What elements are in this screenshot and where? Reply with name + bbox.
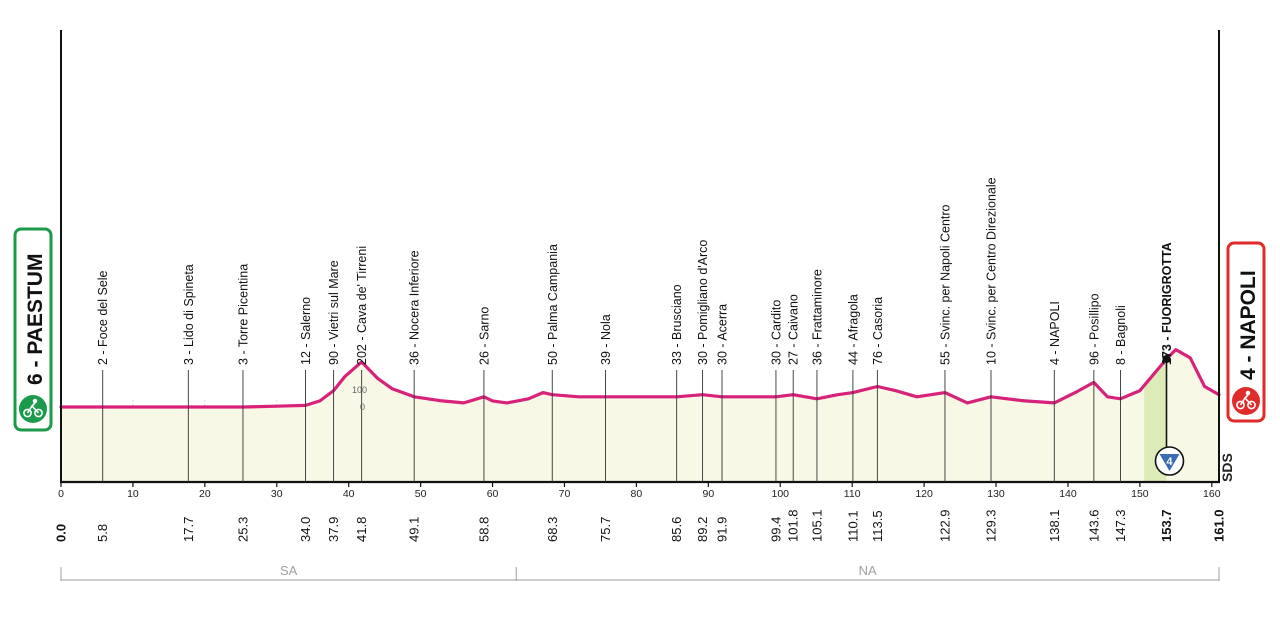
finish-badge-frame bbox=[1226, 241, 1266, 423]
location-label: 27 - Caivano bbox=[787, 294, 801, 365]
km-label: 5.8 bbox=[95, 524, 110, 542]
location-label: 50 - Palma Campania bbox=[546, 244, 560, 365]
x-tick-label: 20 bbox=[199, 488, 211, 500]
km-label: 138.1 bbox=[1047, 509, 1062, 542]
km-labels: 0.0 5.8 17.7 25.3 34.0 37.9 41.8 49.1 58.8 68.3 75… bbox=[54, 509, 1227, 542]
location-label: 55 - Svinc. per Napoli Centro bbox=[938, 204, 952, 365]
x-axis-ticks: 0 10 20 30 40 50 60 70 80 90 100 110 120 130 140 150 160 bbox=[58, 482, 1221, 500]
location-label: 2 - Foce del Sele bbox=[96, 270, 110, 365]
km-label: 105.1 bbox=[809, 509, 824, 542]
kom-summit-dot bbox=[1162, 355, 1171, 364]
km-label: 129.3 bbox=[983, 509, 998, 542]
region-bar: SA NA bbox=[60, 563, 1220, 581]
x-tick-label: 40 bbox=[343, 488, 355, 500]
location-label: 76 - Casoria bbox=[871, 297, 885, 365]
km-label: 147.3 bbox=[1113, 509, 1128, 542]
x-tick-label: 0 bbox=[58, 488, 64, 500]
location-label: 30 - Pomigliano d'Arco bbox=[696, 240, 710, 365]
km-label: 110.1 bbox=[845, 510, 860, 542]
location-label: 26 - Sarno bbox=[477, 307, 491, 365]
cyclist-icon bbox=[23, 398, 43, 418]
x-tick-label: 130 bbox=[987, 488, 1005, 500]
x-tick-label: 30 bbox=[271, 488, 283, 500]
finish-badge-label: 4 - NAPOLI bbox=[1237, 270, 1260, 380]
x-tick-label: 100 bbox=[771, 488, 789, 500]
x-tick-label: 60 bbox=[487, 488, 499, 500]
x-tick-label: 80 bbox=[631, 488, 643, 500]
elevation-fill bbox=[61, 349, 1219, 482]
location-label: 8 - Bagnoli bbox=[1114, 305, 1128, 365]
km-label: 91.9 bbox=[714, 517, 729, 542]
x-tick-label: 160 bbox=[1203, 488, 1221, 500]
finish-cyclist-icon bbox=[1232, 387, 1260, 415]
scale-mark-upper: 100 bbox=[352, 385, 367, 395]
km-label: 25.3 bbox=[235, 517, 250, 542]
location-label: 44 - Afragola bbox=[846, 294, 860, 365]
x-tick-label: 50 bbox=[415, 488, 427, 500]
x-tick-label: 140 bbox=[1059, 488, 1077, 500]
sds-label: SDS bbox=[1219, 453, 1235, 482]
km-label: 85.6 bbox=[669, 517, 684, 542]
km-label: 113.5 bbox=[870, 510, 885, 542]
km-label: 122.9 bbox=[937, 509, 952, 542]
x-tick-label: 110 bbox=[844, 488, 861, 500]
kom-marker: 4 bbox=[1154, 355, 1185, 476]
start-badge-frame bbox=[13, 227, 53, 432]
km-label: 34.0 bbox=[298, 517, 313, 542]
km-label: 143.6 bbox=[1086, 509, 1101, 542]
x-tick-label: 120 bbox=[915, 488, 933, 500]
km-label: 0.0 bbox=[54, 524, 69, 542]
km-label: 101.8 bbox=[786, 509, 801, 542]
location-label: 30 - Acerra bbox=[715, 304, 729, 365]
location-label: 3 - Lido di Spineta bbox=[182, 264, 196, 365]
location-label: 33 - Brusciano bbox=[670, 284, 684, 365]
elevation-line bbox=[59, 348, 1221, 409]
scale-mark-lower: 0 bbox=[360, 402, 365, 412]
start-badge: 6 - PAESTUM bbox=[13, 227, 53, 432]
location-label: 3 - Torre Picentina bbox=[236, 264, 250, 365]
x-tick-label: 150 bbox=[1131, 488, 1149, 500]
location-label: 173 - FUORIGROTTA bbox=[1160, 242, 1174, 365]
kom-category-number: 4 bbox=[1166, 456, 1173, 468]
location-label: 36 - Nocera Inferiore bbox=[408, 250, 422, 365]
km-label: 99.4 bbox=[768, 517, 783, 542]
location-labels: 2 - Foce del Sele 3 - Lido di Spineta 3 - … bbox=[96, 177, 1174, 365]
start-cyclist-icon bbox=[19, 395, 47, 423]
location-label: 96 - Posillipo bbox=[1087, 293, 1101, 365]
location-label: 4 - NAPOLI bbox=[1048, 301, 1062, 365]
km-label: 58.8 bbox=[476, 517, 491, 542]
region-label-sa: SA bbox=[280, 563, 298, 578]
km-label: 17.7 bbox=[181, 517, 196, 542]
km-label: 89.2 bbox=[695, 517, 710, 542]
km-label: 37.9 bbox=[326, 517, 341, 542]
x-tick-label: 10 bbox=[127, 488, 139, 500]
location-label: 36 - Frattaminore bbox=[810, 269, 824, 365]
km-label: 153.7 bbox=[1159, 509, 1174, 542]
location-label: 90 - Vietri sul Mare bbox=[327, 260, 341, 365]
km-label: 68.3 bbox=[545, 517, 560, 542]
kom-triangle bbox=[1159, 454, 1180, 471]
cyclist-icon bbox=[1236, 390, 1256, 410]
location-label: 30 - Cardito bbox=[769, 300, 783, 365]
km-label: 75.7 bbox=[598, 517, 613, 542]
finish-badge: 4 - NAPOLI bbox=[1226, 241, 1266, 423]
location-label: 202 - Cava de' Tirreni bbox=[355, 246, 369, 365]
km-label: 41.8 bbox=[354, 517, 369, 542]
start-badge-label: 6 - PAESTUM bbox=[24, 254, 47, 385]
x-tick-label: 70 bbox=[559, 488, 571, 500]
location-drop-lines bbox=[102, 370, 1121, 482]
location-label: 12 - Salerno bbox=[299, 297, 313, 365]
chart-area bbox=[59, 348, 1221, 482]
region-label-na: NA bbox=[859, 563, 877, 578]
location-label: 39 - Nola bbox=[599, 314, 613, 365]
chart-frame bbox=[60, 30, 1220, 484]
location-label: 10 - Svinc. per Centro Direzionale bbox=[984, 177, 998, 365]
km-label: 49.1 bbox=[407, 517, 422, 542]
x-tick-label: 90 bbox=[702, 488, 714, 500]
km-label: 161.0 bbox=[1212, 509, 1227, 542]
